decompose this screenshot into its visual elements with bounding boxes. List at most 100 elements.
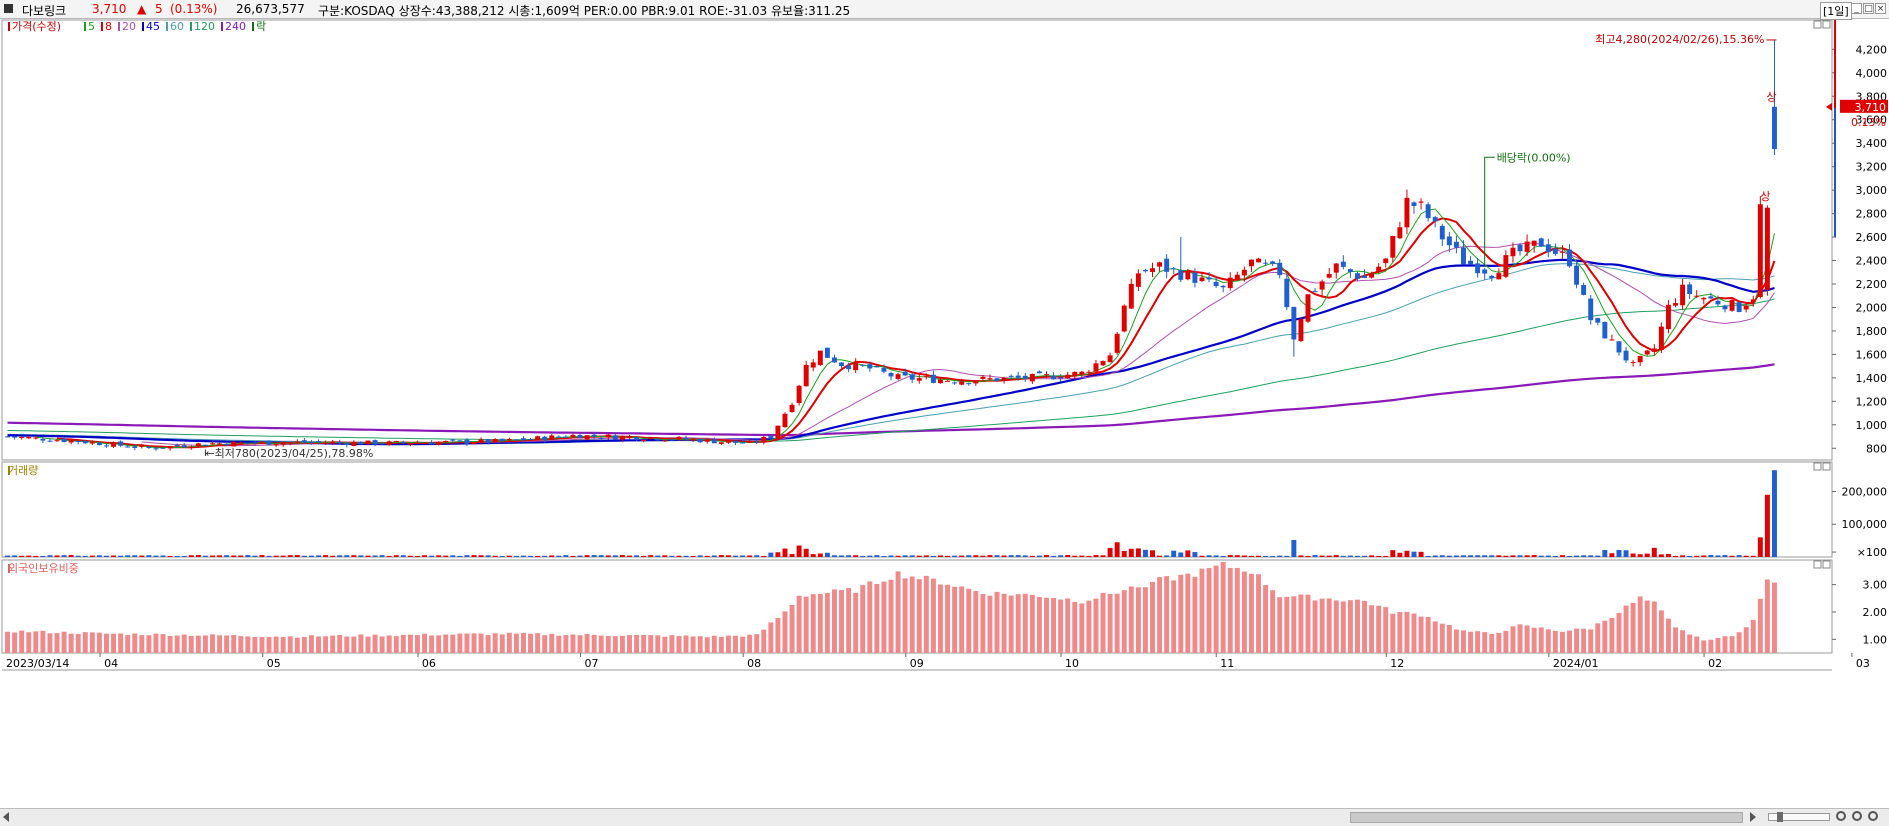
candle-body bbox=[132, 446, 138, 448]
scroll-left-icon[interactable] bbox=[3, 812, 9, 822]
volume-bar bbox=[733, 555, 738, 557]
candle-body bbox=[202, 444, 208, 446]
volume-bar bbox=[238, 555, 244, 557]
volume-bar bbox=[1694, 555, 1700, 557]
candle-body bbox=[1333, 263, 1339, 273]
current-price-tag: 3,710 bbox=[1855, 101, 1887, 114]
candle-body bbox=[888, 372, 894, 377]
candle-body bbox=[1496, 273, 1502, 280]
zoom-in-icon[interactable] bbox=[1868, 811, 1878, 821]
foreign-ratio-bar bbox=[422, 633, 428, 653]
foreign-ratio-bar bbox=[619, 635, 625, 653]
volume-bar bbox=[1517, 555, 1523, 557]
volume-bar bbox=[471, 555, 477, 557]
volume-bar bbox=[146, 555, 152, 557]
candle-body bbox=[1022, 375, 1028, 379]
candle-body bbox=[1425, 204, 1431, 219]
zoom-reset-icon[interactable] bbox=[1852, 811, 1862, 821]
foreign-ratio-bar bbox=[1616, 612, 1622, 653]
candle-body bbox=[365, 440, 371, 445]
volume-bar bbox=[202, 555, 208, 557]
volume-bar bbox=[1001, 555, 1007, 557]
volume-bar bbox=[181, 555, 187, 557]
zoom-out-icon[interactable] bbox=[1836, 811, 1846, 821]
candle-body bbox=[287, 442, 293, 444]
x-tick-label: 06 bbox=[422, 657, 436, 670]
foreign-ratio-bar bbox=[443, 634, 449, 653]
candle-body bbox=[400, 441, 406, 443]
volume-bar bbox=[1764, 494, 1770, 557]
volume-bar bbox=[1651, 547, 1657, 557]
candle-body bbox=[1248, 259, 1254, 267]
foreign-ratio-bar bbox=[195, 635, 201, 653]
volume-bar bbox=[1114, 542, 1120, 557]
foreign-ratio-bar bbox=[577, 635, 583, 653]
candle-body bbox=[1644, 350, 1650, 355]
volume-bar bbox=[1468, 555, 1474, 557]
foreign-ratio-bar bbox=[853, 592, 859, 653]
volume-bar bbox=[1093, 555, 1099, 557]
volume-bar bbox=[231, 555, 237, 557]
candle-body bbox=[1157, 262, 1163, 267]
foreign-ratio-bar bbox=[1058, 599, 1064, 653]
candle-body bbox=[1044, 374, 1049, 376]
current-price: 3,710 bbox=[92, 2, 127, 16]
price-axis-label: 800 bbox=[1866, 442, 1887, 455]
foreign-ratio-bar bbox=[648, 635, 654, 653]
foreign-ratio-bar bbox=[308, 635, 314, 653]
volume-bar bbox=[47, 555, 53, 557]
stock-chart[interactable]: 2023/03/14 04 05 06 07 08 09 10 11 12 2024/01 02 03 4… bbox=[0, 19, 1889, 808]
zoom-slider[interactable] bbox=[1768, 812, 1830, 822]
foreign-ratio-bar bbox=[987, 595, 993, 653]
chart-scrollbar[interactable] bbox=[0, 808, 1889, 826]
foreign-ratio-bar bbox=[761, 629, 767, 653]
candle-body bbox=[1319, 281, 1325, 290]
x-tick-label: 07 bbox=[585, 657, 599, 670]
foreign-ratio-bar bbox=[930, 578, 936, 653]
foreign-ratio-bar bbox=[563, 635, 569, 653]
volume-bar bbox=[867, 555, 873, 557]
scrollbar-thumb[interactable] bbox=[1350, 812, 1743, 823]
minimize-icon[interactable]: _ bbox=[1851, 3, 1862, 14]
foreign-ratio-bar bbox=[386, 635, 392, 653]
close-icon[interactable]: × bbox=[1875, 3, 1886, 14]
candle-body bbox=[1524, 241, 1530, 252]
volume-bar bbox=[987, 555, 993, 557]
foreign-ratio-bar bbox=[146, 635, 152, 653]
candle-body bbox=[492, 439, 498, 443]
candle-body bbox=[238, 442, 244, 444]
foreign-ratio-bar bbox=[266, 636, 272, 653]
foreign-ratio-bar bbox=[1425, 616, 1431, 653]
foreign-ratio-bar bbox=[1736, 632, 1742, 653]
volume-bar bbox=[1362, 555, 1368, 557]
foreign-ratio-bar bbox=[895, 571, 901, 653]
low-price-label: ←최저780(2023/04/25),78.98% bbox=[205, 447, 373, 460]
zoom-slider-handle[interactable] bbox=[1777, 812, 1783, 822]
candle-body bbox=[641, 440, 647, 442]
candle-body bbox=[1701, 297, 1707, 300]
volume-bar bbox=[125, 555, 131, 557]
foreign-ratio-bar bbox=[1284, 596, 1290, 653]
candle-body bbox=[874, 366, 880, 368]
volume-bar bbox=[1199, 555, 1205, 557]
candle-body bbox=[1347, 269, 1353, 272]
foreign-ratio-bar bbox=[718, 636, 724, 653]
foreign-ratio-bar bbox=[210, 634, 215, 653]
candle-body bbox=[1722, 305, 1728, 310]
volume-bar bbox=[570, 555, 576, 557]
scroll-right-icon[interactable] bbox=[1750, 812, 1756, 822]
period-button[interactable]: [1일] bbox=[1820, 2, 1852, 20]
foreign-ratio-bar bbox=[47, 633, 53, 653]
volume-bar bbox=[584, 555, 590, 557]
volume-bar bbox=[1687, 555, 1693, 557]
candle-body bbox=[619, 436, 625, 440]
candle-body bbox=[846, 365, 852, 370]
foreign-ratio-bar bbox=[1072, 601, 1078, 653]
legend-item: 120 bbox=[194, 20, 215, 33]
maximize-icon[interactable]: □ bbox=[1863, 3, 1874, 14]
volume-bar bbox=[344, 555, 350, 557]
volume-bar bbox=[697, 555, 703, 557]
volume-bar bbox=[1482, 555, 1488, 557]
foreign-ratio-bar bbox=[655, 635, 661, 653]
price-axis-label: 2,400 bbox=[1856, 255, 1888, 268]
